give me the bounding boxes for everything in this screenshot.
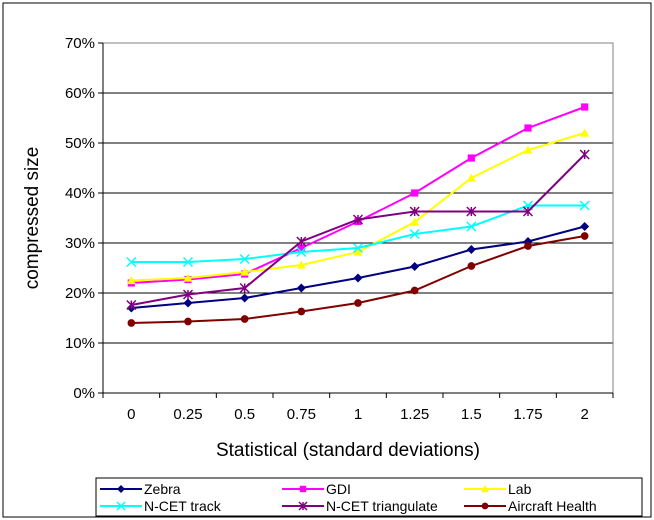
legend-label: Lab bbox=[508, 481, 532, 497]
data-point bbox=[297, 307, 306, 316]
legend-label: N-CET track bbox=[144, 498, 222, 514]
series-layer bbox=[126, 103, 590, 327]
x-tick-label: 0 bbox=[127, 406, 135, 423]
data-point bbox=[466, 206, 477, 217]
legend-item-lab: Lab bbox=[464, 481, 532, 497]
legend-item-zebra: Zebra bbox=[100, 481, 181, 497]
data-point bbox=[126, 276, 136, 285]
data-point bbox=[183, 273, 193, 282]
data-point bbox=[296, 236, 307, 247]
data-point bbox=[183, 298, 193, 308]
x-axis-title: Statistical (standard deviations) bbox=[216, 440, 480, 461]
legend-marker bbox=[299, 485, 307, 493]
data-point bbox=[524, 124, 532, 132]
legend-marker bbox=[481, 485, 489, 493]
data-point bbox=[466, 221, 477, 232]
data-point bbox=[127, 319, 136, 327]
legend-label: Aircraft Health bbox=[508, 498, 597, 514]
legend: Zebra GDI Lab N-CET track N-CET triangulate A… bbox=[95, 477, 643, 517]
legend-marker bbox=[298, 501, 308, 511]
y-tick-label: 20% bbox=[65, 285, 95, 302]
data-point bbox=[580, 128, 590, 137]
data-point bbox=[579, 149, 590, 160]
data-point bbox=[126, 299, 137, 311]
data-point bbox=[409, 206, 420, 217]
legend-marker bbox=[481, 502, 489, 510]
data-point bbox=[467, 154, 475, 162]
legend-item-n-cet-track: N-CET track bbox=[100, 498, 222, 514]
y-axis-title: compressed size bbox=[22, 147, 43, 290]
data-point bbox=[297, 244, 305, 252]
legend-label: N-CET triangulate bbox=[326, 498, 438, 514]
data-point bbox=[409, 228, 420, 240]
data-point bbox=[581, 103, 589, 111]
data-point bbox=[352, 214, 364, 225]
data-point bbox=[240, 293, 250, 303]
series-lab bbox=[126, 128, 590, 285]
x-axis: 0 0.25 0.5 0.75 1 1.25 1.5 1.75 2 bbox=[102, 392, 614, 423]
y-axis: 0% 10% 20% 30% 40% 50% 60% 70% bbox=[65, 35, 104, 402]
data-point bbox=[296, 283, 306, 293]
data-point bbox=[522, 206, 534, 217]
y-tick-label: 30% bbox=[65, 235, 95, 252]
data-point bbox=[410, 262, 420, 271]
legend-item-gdi: GDI bbox=[282, 481, 351, 497]
y-tick-label: 40% bbox=[65, 185, 95, 202]
x-tick-label: 1.75 bbox=[513, 406, 542, 423]
y-tick-label: 70% bbox=[65, 35, 95, 52]
x-tick-label: 1.5 bbox=[461, 406, 482, 423]
x-tick-label: 1.25 bbox=[400, 406, 429, 423]
data-point bbox=[410, 217, 420, 226]
data-point bbox=[524, 242, 532, 250]
data-point bbox=[580, 232, 589, 240]
data-point bbox=[126, 256, 137, 268]
y-tick-label: 0% bbox=[73, 385, 95, 402]
series-aircraft-health bbox=[127, 232, 589, 327]
y-tick-label: 50% bbox=[65, 135, 95, 152]
legend-marker bbox=[117, 485, 125, 493]
data-point bbox=[354, 299, 362, 307]
legend-marker bbox=[116, 501, 126, 511]
y-tick-label: 60% bbox=[65, 85, 95, 102]
data-point bbox=[184, 317, 192, 326]
x-tick-label: 1 bbox=[354, 406, 362, 423]
data-point bbox=[239, 253, 250, 265]
legend-box bbox=[95, 477, 643, 517]
legend-item-aircraft-health: Aircraft Health bbox=[464, 498, 597, 514]
data-point bbox=[352, 242, 364, 254]
x-tick-label: 0.25 bbox=[173, 406, 202, 423]
data-point bbox=[410, 286, 419, 295]
data-point bbox=[240, 315, 249, 323]
data-point bbox=[580, 222, 590, 231]
x-tick-label: 0.5 bbox=[234, 406, 255, 423]
data-point bbox=[182, 256, 194, 268]
data-point bbox=[296, 260, 306, 269]
legend-label: GDI bbox=[326, 481, 351, 497]
data-point bbox=[467, 262, 476, 270]
data-point bbox=[353, 247, 363, 256]
series-n-cet-triangulate bbox=[126, 149, 590, 311]
data-point bbox=[353, 273, 363, 283]
data-point bbox=[411, 189, 419, 197]
data-point bbox=[579, 200, 590, 211]
legend-label: Zebra bbox=[144, 481, 181, 497]
data-point bbox=[182, 289, 194, 300]
y-tick-label: 10% bbox=[65, 335, 95, 352]
data-point bbox=[466, 245, 476, 254]
data-point bbox=[240, 267, 250, 276]
x-tick-label: 2 bbox=[580, 406, 588, 423]
legend-item-n-cet-triangulate: N-CET triangulate bbox=[282, 498, 438, 514]
data-point bbox=[523, 145, 533, 154]
x-tick-label: 0.75 bbox=[287, 406, 316, 423]
data-point bbox=[296, 246, 307, 258]
data-point bbox=[466, 173, 476, 182]
data-point bbox=[239, 282, 250, 294]
